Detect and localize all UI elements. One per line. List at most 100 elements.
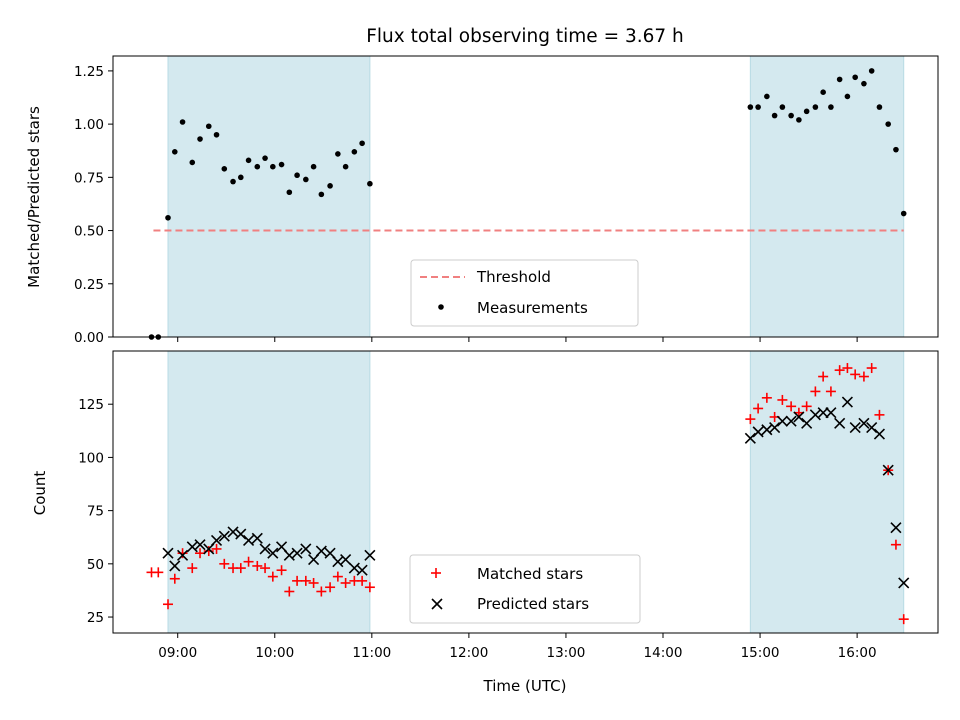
measurement-point (868, 68, 875, 74)
chart-title: Flux total observing time = 3.67 h (366, 26, 684, 47)
matched-star-point (284, 586, 295, 597)
measurement-point (861, 80, 867, 87)
matched-star-point (745, 414, 756, 425)
top-ticks: 0.00 0.25 0.50 0.75 1.00 1.25 (74, 64, 858, 346)
measurement-point (788, 112, 794, 119)
top-y-tick-label: 0.00 (74, 330, 104, 346)
bottom-y-tick-label: 50 (87, 557, 104, 573)
measurement-point (335, 151, 341, 157)
bottom-ticks: 09:00 10:00 11:00 12:00 13:00 14:00 15:00 16:00… (78, 397, 876, 661)
measurement-point (189, 159, 196, 166)
measurement-point (764, 93, 770, 100)
matched-star-point (163, 599, 174, 610)
top-y-tick-label: 1.25 (74, 64, 104, 80)
matched-star-point (753, 403, 764, 414)
predicted-star-point (752, 426, 764, 438)
matched-star-point (866, 363, 877, 374)
measurement-point (359, 140, 365, 147)
measurement-point (885, 121, 891, 127)
top-shaded-span (167, 55, 371, 338)
predicted-star-point (776, 415, 788, 427)
top-legend-box (410, 259, 639, 327)
predicted-star-point (356, 564, 368, 576)
measurement-point (230, 178, 236, 185)
measurement-point (278, 161, 285, 168)
predicted-star-point (744, 432, 756, 444)
matched-star-point (777, 394, 788, 405)
measurement-point (254, 163, 261, 170)
legend-threshold-label: Threshold (476, 268, 551, 286)
predicted-star-point (793, 411, 805, 423)
predicted-star-point (858, 417, 870, 429)
bottom-y-tick-label: 100 (78, 450, 104, 466)
predicted-star-point (218, 530, 230, 542)
measurement-point (828, 104, 834, 110)
predicted-star-point (898, 577, 910, 589)
predicted-star-point (291, 547, 303, 559)
top-y-tick-label: 1.00 (74, 117, 104, 133)
matched-star-point (267, 571, 278, 582)
bottom-shaded-span (749, 350, 905, 634)
bottom-y-axis-label: Count (31, 471, 49, 516)
predicted-star-point (769, 422, 781, 434)
predicted-star-point (866, 422, 878, 434)
bottom-x-tick-label: 16:00 (838, 645, 877, 661)
measurement-point (327, 183, 333, 189)
legend-matched-label: Matched stars (477, 565, 583, 583)
top-y-axis-label: Matched/Predicted stars (25, 106, 43, 288)
matched-star-point (842, 363, 853, 374)
matched-star-point (153, 567, 164, 578)
bottom-y-tick-label: 25 (87, 610, 104, 626)
matched-star-point (187, 563, 198, 574)
predicted-star-point (251, 532, 263, 544)
predicted-star-point (834, 417, 846, 429)
matched-star-point (332, 571, 343, 582)
predicted-star-point (364, 549, 376, 561)
bottom-legend-box (409, 554, 641, 624)
measurement-point (221, 166, 228, 172)
bottom-shaded-spans (167, 350, 905, 634)
top-shaded-spans (167, 55, 905, 338)
measurement-point (820, 89, 826, 95)
matched-star-point (340, 577, 351, 588)
matched-star-point (276, 565, 287, 576)
predicted-star-point (235, 528, 247, 540)
measurement-point (286, 189, 293, 196)
predicted-star-point (315, 545, 327, 557)
bottom-x-tick-label: 14:00 (644, 645, 683, 661)
top-y-tick-label: 0.75 (74, 170, 104, 186)
top-axes-frame (112, 55, 939, 338)
predicted-star-point (267, 547, 279, 559)
measurement-point (310, 163, 317, 170)
bottom-x-tick-label: 09:00 (158, 645, 197, 661)
measurement-point (342, 163, 349, 170)
matched-star-point (818, 371, 829, 382)
matched-star-point (195, 548, 206, 559)
matched-star-point (219, 558, 230, 569)
matched-stars-points (146, 363, 909, 625)
matched-star-point (810, 386, 821, 397)
top-panel: 0.00 0.25 0.50 0.75 1.00 1.25 Matched/Predict… (25, 55, 939, 346)
matched-star-point (203, 546, 214, 557)
measurement-point (351, 148, 358, 155)
measurement-point (796, 117, 802, 123)
top-y-tick-label: 0.25 (74, 277, 104, 293)
predicted-star-point (882, 464, 894, 476)
matched-star-point (300, 575, 311, 586)
matched-star-point (235, 563, 246, 574)
predicted-star-point (169, 560, 181, 572)
legend-measurements-label: Measurements (477, 299, 588, 317)
bottom-x-tick-label: 15:00 (741, 645, 780, 661)
measurement-point (171, 148, 178, 155)
measurement-point (205, 123, 212, 130)
measurement-point (367, 180, 373, 187)
legend-predicted-swatch (431, 598, 443, 610)
matched-star-point (211, 543, 222, 554)
bottom-shaded-span (167, 350, 371, 634)
bottom-y-tick-label: 125 (78, 397, 104, 413)
measurement-point (179, 119, 186, 125)
matched-star-point (357, 575, 368, 586)
matched-star-point (316, 586, 327, 597)
matched-star-point (292, 575, 303, 586)
legend-matched-swatch (431, 568, 441, 578)
